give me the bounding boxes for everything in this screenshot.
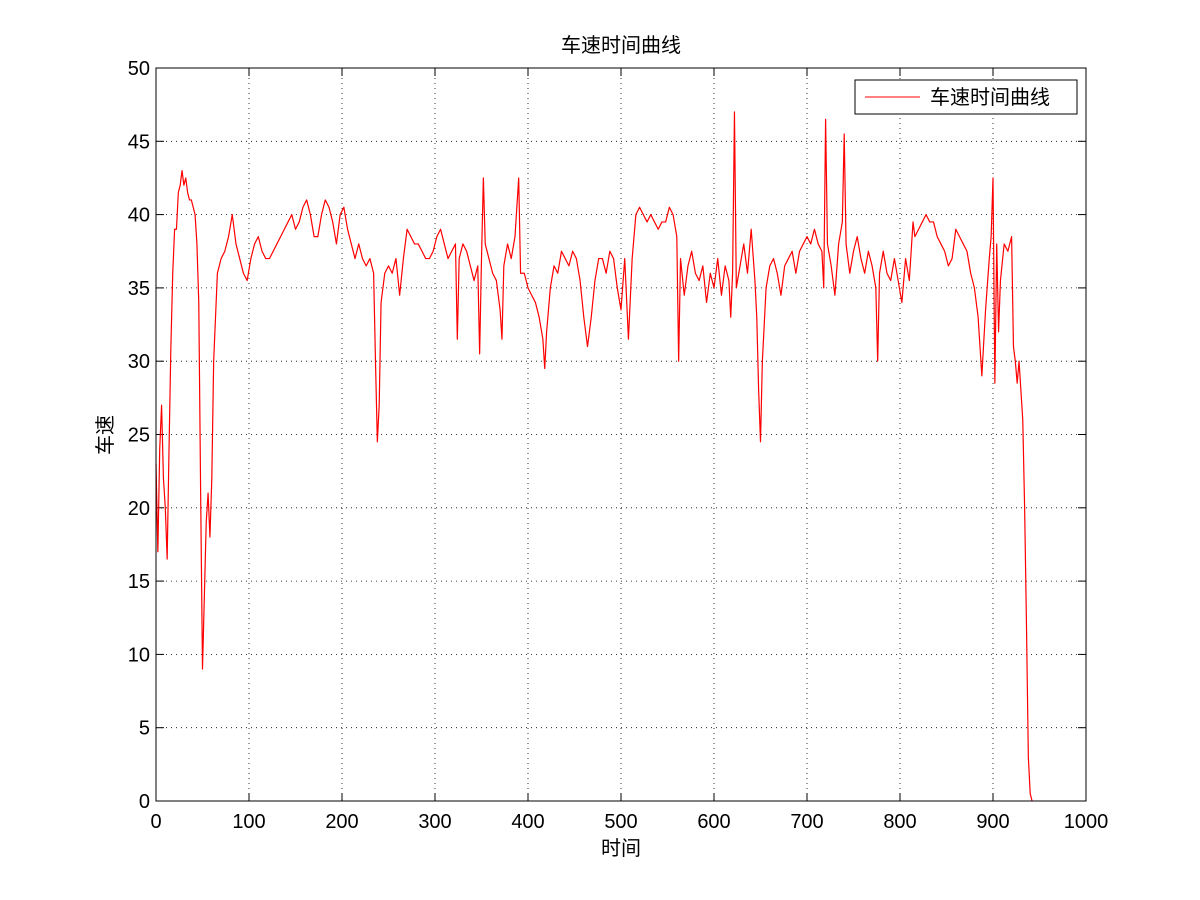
y-tick-label: 40 bbox=[128, 205, 150, 227]
x-tick-label: 200 bbox=[325, 811, 358, 833]
y-tick-label: 25 bbox=[128, 425, 150, 447]
plot-frame bbox=[155, 67, 1087, 802]
x-tick-label: 900 bbox=[976, 811, 1009, 833]
x-tick-label: 500 bbox=[604, 811, 637, 833]
x-tick-label: 600 bbox=[697, 811, 730, 833]
series-layer bbox=[155, 111, 1033, 802]
grid-lines bbox=[156, 68, 1086, 801]
x-tick-label: 0 bbox=[150, 811, 161, 833]
x-tick-label: 100 bbox=[232, 811, 265, 833]
x-tick-label: 1000 bbox=[1064, 811, 1109, 833]
y-tick-label: 30 bbox=[128, 351, 150, 373]
series-line-vehicle-speed bbox=[155, 111, 1033, 802]
y-axis-title: 车速 bbox=[93, 415, 117, 455]
y-tick-label: 50 bbox=[128, 58, 150, 80]
x-axis-title: 时间 bbox=[601, 836, 641, 860]
y-axis-tick-labels: 0 5 10 15 20 25 30 35 40 45 50 bbox=[128, 58, 150, 813]
x-axis-tick-labels: 0 100 200 300 400 500 600 700 800 900 1000 bbox=[150, 811, 1108, 833]
y-tick-label: 20 bbox=[128, 498, 150, 520]
chart-title: 车速时间曲线 bbox=[561, 33, 681, 57]
x-tick-label: 300 bbox=[418, 811, 451, 833]
x-tick-label: 700 bbox=[790, 811, 823, 833]
legend: 车速时间曲线 bbox=[854, 79, 1078, 115]
y-tick-label: 45 bbox=[128, 131, 150, 153]
x-tick-label: 400 bbox=[511, 811, 544, 833]
y-tick-label: 35 bbox=[128, 278, 150, 300]
legend-label: 车速时间曲线 bbox=[930, 85, 1050, 109]
y-tick-label: 15 bbox=[128, 571, 150, 593]
x-tick-label: 800 bbox=[883, 811, 916, 833]
y-tick-label: 0 bbox=[139, 791, 150, 813]
y-tick-label: 10 bbox=[128, 644, 150, 666]
y-tick-label: 5 bbox=[139, 718, 150, 740]
